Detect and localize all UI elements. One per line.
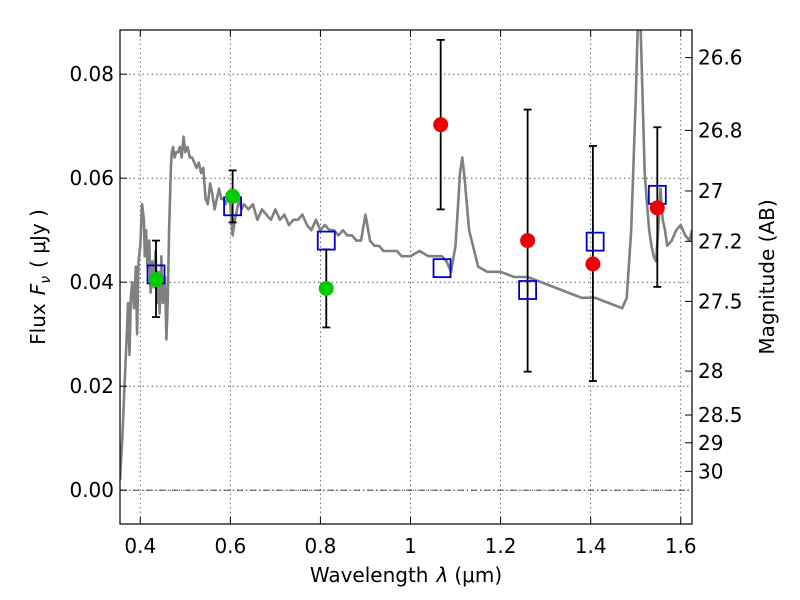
x-tick-label: 1.6 <box>665 534 697 558</box>
y-tick-label: 0.08 <box>69 62 114 86</box>
magnitude-tick-label: 27 <box>698 179 723 203</box>
x-tick-label: 0.4 <box>124 534 156 558</box>
magnitude-tick-label: 26.8 <box>698 118 743 142</box>
y-tick-label: 0.06 <box>69 166 114 190</box>
magnitude-tick-label: 29 <box>698 431 723 455</box>
x-tick-label: 1 <box>404 534 417 558</box>
magnitude-tick-label: 27.2 <box>698 229 743 253</box>
x-tick-label: 0.8 <box>305 534 337 558</box>
magnitude-tick-label: 30 <box>698 459 723 483</box>
x-tick-label: 0.6 <box>214 534 246 558</box>
magnitude-axis-label: Magnitude (AB) <box>755 199 779 354</box>
observed-photometry-points <box>148 117 665 296</box>
model-photometry-square <box>518 280 538 300</box>
red-data-point <box>433 117 449 133</box>
red-data-point <box>585 256 601 272</box>
magnitude-tick-label: 26.6 <box>698 46 743 70</box>
y-axis-label: FluxFν( μJy ) <box>26 209 54 345</box>
x-axis-ticks: 0.4 0.6 0.8 1 1.2 1.4 1.6 <box>124 30 697 558</box>
y-tick-label: 0.02 <box>69 374 114 398</box>
y-tick-label: 0.04 <box>69 270 114 294</box>
x-tick-label: 1.4 <box>575 534 607 558</box>
green-data-point <box>225 188 241 204</box>
red-data-point <box>520 233 536 249</box>
x-tick-label: 1.2 <box>485 534 517 558</box>
model-photometry-square <box>432 258 452 279</box>
plot-frame <box>119 29 693 525</box>
model-photometry-square <box>316 230 336 251</box>
model-photometry-square <box>585 231 605 252</box>
magnitude-tick-label: 28 <box>698 359 723 383</box>
y-tick-label: 0.00 <box>69 478 114 502</box>
magnitude-tick-label: 28.5 <box>698 403 743 427</box>
y-axis-ticks: 0.00 0.02 0.04 0.06 0.08 <box>69 62 127 502</box>
magnitude-axis-ticks: 26.6 26.8 27 27.2 27.5 28 28.5 29 30 <box>685 46 743 483</box>
red-data-point <box>649 200 665 216</box>
green-data-point <box>318 280 334 296</box>
magnitude-tick-label: 27.5 <box>698 289 743 313</box>
green-data-point <box>148 272 164 288</box>
x-axis-label: Wavelength λ (μm) <box>310 563 502 587</box>
